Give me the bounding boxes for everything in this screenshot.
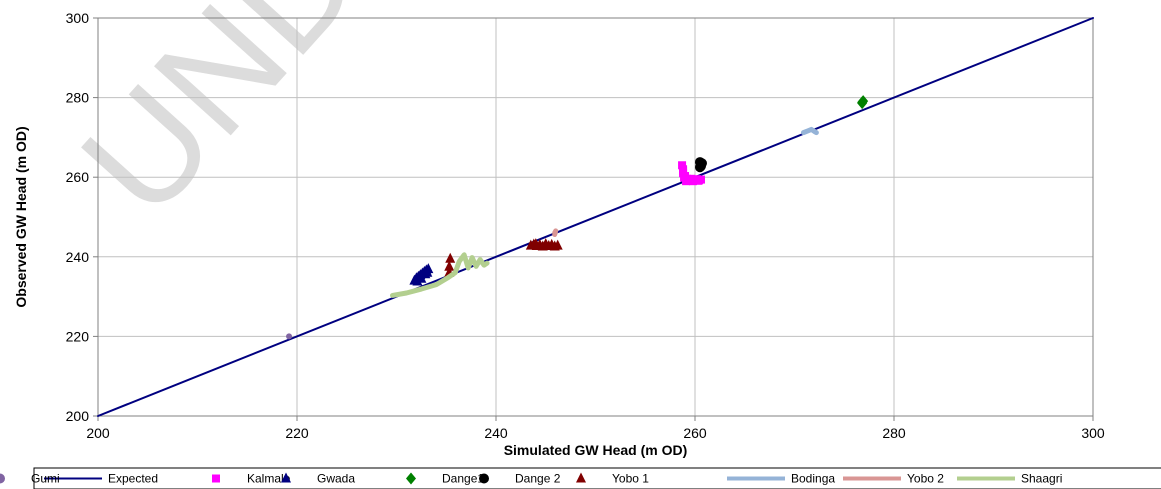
data-point-gwada: [422, 266, 433, 277]
data-point-gumi: [286, 333, 293, 340]
legend-label-yobo-1: Yobo 1: [612, 472, 649, 486]
series-line-bodinga: [800, 126, 819, 136]
data-point-kalmalo: [682, 177, 691, 186]
plot-area: [97, 17, 1094, 417]
legend-swatch-kalmalo: [212, 474, 220, 483]
x-tick-label: 300: [1081, 425, 1105, 441]
axis-ticks: 200 220 240 260 280 300 200 220 240 260 280 300: [66, 10, 1105, 441]
series-line-yobo-2: [552, 228, 559, 238]
legend-item-yobo-1: Yobo 1: [576, 472, 649, 486]
series-gwada: [409, 263, 434, 286]
series-line-shaagri: [390, 252, 490, 298]
x-tick-label: 200: [86, 425, 110, 441]
data-point-kalmalo: [679, 166, 688, 175]
legend-label-yobo-2: Yobo 2: [907, 472, 944, 486]
watermark: UNDER: [49, 0, 531, 246]
series-gumi: [286, 333, 293, 340]
series-dange1: [857, 95, 869, 110]
legend-item-gwada: Gwada: [281, 472, 355, 486]
legend-item-kalmalo: Kalmalo: [212, 472, 291, 486]
legend-swatch-dange1: [406, 472, 416, 485]
data-point-yobo-1: [530, 238, 541, 249]
y-tick-label: 300: [66, 10, 90, 26]
legend-box: [33, 467, 1161, 489]
legend-label-expected: Expected: [108, 472, 158, 486]
legend-item-shaagri: Shaagri: [957, 472, 1062, 486]
x-tick-label: 260: [683, 425, 707, 441]
legend-swatch-gumi: [0, 473, 5, 484]
x-tick-label: 240: [484, 425, 508, 441]
series-shaagri: [390, 252, 490, 298]
legend-label-dange-2: Dange 2: [515, 472, 561, 486]
x-tick-label: 220: [285, 425, 309, 441]
data-point-yobo-1: [445, 252, 456, 263]
legend: Expected Kalmalo Gwada Dange1 Dange 2 Yobo 1 B…: [0, 467, 1161, 489]
legend-swatch-yobo-1: [576, 472, 586, 483]
series-bodinga: [800, 126, 819, 136]
legend-swatch-dange-2: [479, 473, 489, 484]
x-tick-label: 280: [882, 425, 906, 441]
legend-label-shaagri: Shaagri: [1021, 472, 1062, 486]
series-line-expected: [97, 17, 1094, 417]
legend-label-kalmalo: Kalmalo: [247, 472, 291, 486]
data-point-kalmalo: [687, 174, 696, 183]
legend-label-dange1: Dange1: [442, 472, 484, 486]
data-point-yobo-1: [444, 260, 455, 271]
y-tick-label: 280: [66, 90, 90, 106]
series-layer: [97, 17, 1094, 417]
x-axis-label: Simulated GW Head (m OD): [504, 442, 688, 458]
series-dange-2: [694, 157, 707, 173]
legend-item-expected: Expected: [44, 472, 158, 486]
data-point-yobo-1: [540, 238, 551, 249]
series-kalmalo: [678, 161, 705, 186]
data-point-yobo-1: [552, 239, 563, 250]
legend-label-bodinga: Bodinga: [791, 472, 835, 486]
legend-label-gwada: Gwada: [317, 472, 355, 486]
data-point-dange1: [857, 97, 868, 110]
legend-item-dange1: Dange1: [406, 472, 484, 486]
data-point-kalmalo: [693, 176, 702, 185]
series-yobo-1: [444, 238, 563, 277]
legend-item-bodinga: Bodinga: [727, 472, 835, 486]
y-axis-label: Observed GW Head (m OD): [13, 126, 29, 307]
legend-item-gumi: Gumi: [0, 472, 60, 486]
series-yobo-2: [552, 228, 559, 238]
y-tick-label: 260: [66, 169, 90, 185]
series-expected: [97, 17, 1094, 417]
legend-swatch-gwada: [281, 472, 291, 483]
data-point-gwada: [414, 271, 425, 282]
legend-item-dange-2: Dange 2: [479, 472, 561, 486]
y-tick-label: 240: [66, 249, 90, 265]
y-tick-label: 200: [66, 408, 90, 424]
legend-label-gumi: Gumi: [31, 472, 60, 486]
legend-item-yobo-2: Yobo 2: [843, 472, 944, 486]
data-point-dange-2: [694, 157, 705, 168]
y-tick-label: 220: [66, 328, 90, 344]
